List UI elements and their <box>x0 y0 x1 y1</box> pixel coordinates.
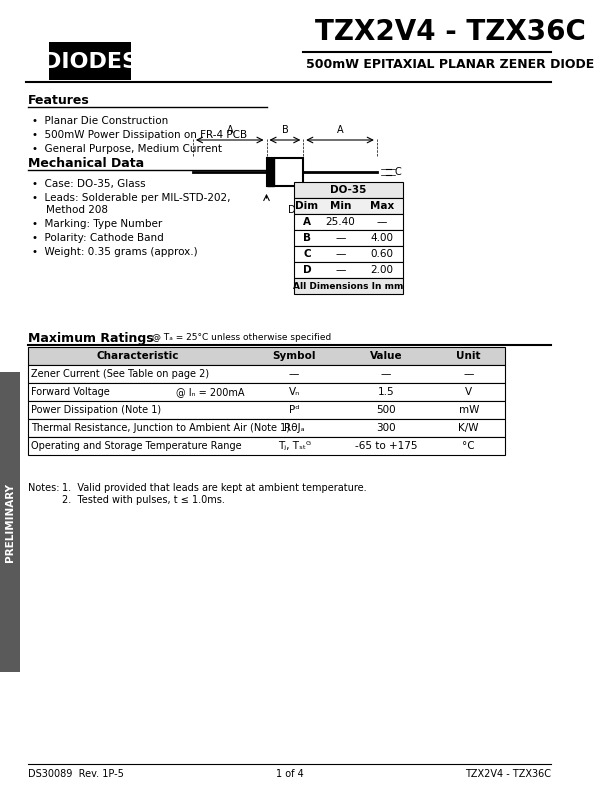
Text: 2.00: 2.00 <box>370 265 394 275</box>
Text: V: V <box>465 387 472 397</box>
Text: B: B <box>303 233 311 243</box>
Bar <box>266 158 274 186</box>
Bar <box>294 214 403 230</box>
Bar <box>28 419 506 437</box>
Bar <box>294 198 403 214</box>
Text: 2.  Tested with pulses, t ≤ 1.0ms.: 2. Tested with pulses, t ≤ 1.0ms. <box>62 495 225 505</box>
Text: B: B <box>282 125 288 135</box>
Text: D: D <box>302 265 312 275</box>
Bar <box>28 347 506 365</box>
Text: Pᵈ: Pᵈ <box>289 405 299 415</box>
Bar <box>28 401 506 419</box>
Text: D: D <box>288 205 296 215</box>
Text: A: A <box>303 217 311 227</box>
Text: Min: Min <box>330 201 351 211</box>
Bar <box>28 437 506 455</box>
Text: K/W: K/W <box>458 423 479 433</box>
Bar <box>0 372 20 672</box>
Bar <box>266 158 304 186</box>
Text: Characteristic: Characteristic <box>97 351 179 361</box>
Bar <box>294 262 403 278</box>
Text: 1.  Valid provided that leads are kept at ambient temperature.: 1. Valid provided that leads are kept at… <box>62 483 367 493</box>
Text: —: — <box>381 369 391 379</box>
Text: 1.5: 1.5 <box>378 387 394 397</box>
Text: TZX2V4 - TZX36C: TZX2V4 - TZX36C <box>465 769 551 779</box>
Text: —: — <box>289 369 299 379</box>
Text: Thermal Resistance, Junction to Ambient Air (Note 1): Thermal Resistance, Junction to Ambient … <box>31 423 290 433</box>
Text: A: A <box>226 125 233 135</box>
Bar <box>28 365 506 383</box>
Text: C: C <box>303 249 311 259</box>
Text: Method 208: Method 208 <box>46 205 108 215</box>
Text: Maximum Ratings: Maximum Ratings <box>28 332 153 345</box>
Text: Power Dissipation (Note 1): Power Dissipation (Note 1) <box>31 405 162 415</box>
Text: 0.60: 0.60 <box>370 249 394 259</box>
Text: 25.40: 25.40 <box>326 217 356 227</box>
Text: DIODES: DIODES <box>43 52 138 72</box>
Text: C: C <box>394 167 401 177</box>
Text: TZX2V4 - TZX36C: TZX2V4 - TZX36C <box>315 18 586 46</box>
Text: Vₙ: Vₙ <box>288 387 300 397</box>
Text: PRELIMINARY: PRELIMINARY <box>5 482 15 562</box>
Text: —: — <box>335 249 346 259</box>
Text: A: A <box>337 125 343 135</box>
Text: Symbol: Symbol <box>272 351 316 361</box>
Text: Value: Value <box>370 351 402 361</box>
Text: I N C O R P O R A T E D: I N C O R P O R A T E D <box>56 74 125 78</box>
Text: -65 to +175: -65 to +175 <box>355 441 417 451</box>
Text: •  General Purpose, Medium Current: • General Purpose, Medium Current <box>32 144 222 154</box>
Text: —: — <box>335 265 346 275</box>
Bar <box>294 278 403 294</box>
Text: 300: 300 <box>376 423 396 433</box>
Text: DO-35: DO-35 <box>330 185 367 195</box>
Text: Dim: Dim <box>296 201 318 211</box>
Text: 4.00: 4.00 <box>370 233 394 243</box>
Text: Operating and Storage Temperature Range: Operating and Storage Temperature Range <box>31 441 242 451</box>
Text: DS30089  Rev. 1P-5: DS30089 Rev. 1P-5 <box>28 769 124 779</box>
Text: 500: 500 <box>376 405 396 415</box>
Text: Tⱼ, Tₛₜᴳ: Tⱼ, Tₛₜᴳ <box>278 441 310 451</box>
Bar <box>294 230 403 246</box>
Text: Zener Current (See Table on page 2): Zener Current (See Table on page 2) <box>31 369 209 379</box>
Text: —: — <box>463 369 474 379</box>
Text: @ Tₐ = 25°C unless otherwise specified: @ Tₐ = 25°C unless otherwise specified <box>152 333 331 342</box>
Text: •  Case: DO-35, Glass: • Case: DO-35, Glass <box>32 179 146 189</box>
Text: Max: Max <box>370 201 394 211</box>
Text: •  Planar Die Construction: • Planar Die Construction <box>32 116 168 126</box>
Text: @ Iₙ = 200mA: @ Iₙ = 200mA <box>176 387 244 397</box>
Text: Unit: Unit <box>457 351 481 361</box>
Text: Forward Voltage: Forward Voltage <box>31 387 110 397</box>
Text: Notes:: Notes: <box>28 483 59 493</box>
Bar <box>28 383 506 401</box>
Text: All Dimensions In mm: All Dimensions In mm <box>293 281 403 291</box>
Text: Mechanical Data: Mechanical Data <box>28 157 144 170</box>
Text: 1 of 4: 1 of 4 <box>275 769 304 779</box>
Text: °C: °C <box>463 441 475 451</box>
Text: •  Weight: 0.35 grams (approx.): • Weight: 0.35 grams (approx.) <box>32 247 198 257</box>
Text: —: — <box>376 217 387 227</box>
Bar <box>49 42 132 80</box>
Text: —: — <box>335 233 346 243</box>
Text: •  Polarity: Cathode Band: • Polarity: Cathode Band <box>32 233 164 243</box>
Text: mW: mW <box>458 405 479 415</box>
Text: 500mW EPITAXIAL PLANAR ZENER DIODE: 500mW EPITAXIAL PLANAR ZENER DIODE <box>306 58 594 70</box>
Text: •  500mW Power Dissipation on FR-4 PCB: • 500mW Power Dissipation on FR-4 PCB <box>32 130 247 140</box>
Text: RθJₐ: RθJₐ <box>284 423 304 433</box>
Bar <box>294 246 403 262</box>
Text: •  Marking: Type Number: • Marking: Type Number <box>32 219 162 229</box>
Text: Features: Features <box>28 94 89 107</box>
Bar <box>294 182 403 198</box>
Text: •  Leads: Solderable per MIL-STD-202,: • Leads: Solderable per MIL-STD-202, <box>32 193 231 203</box>
